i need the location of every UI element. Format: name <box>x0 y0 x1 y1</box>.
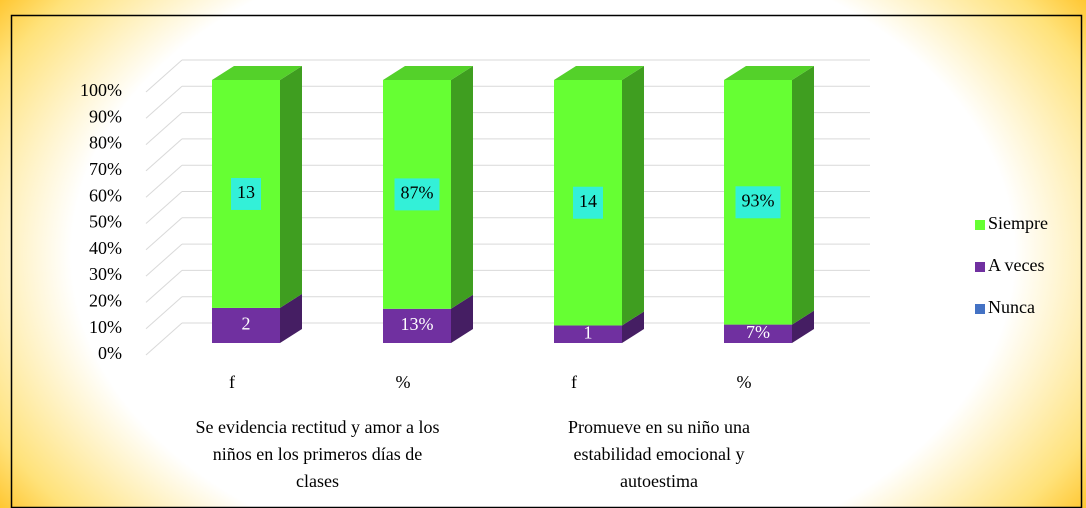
data-label: 1 <box>584 322 593 342</box>
legend-swatch <box>975 262 985 272</box>
bar-side <box>792 310 814 343</box>
y-tick-label: 90% <box>89 106 122 126</box>
y-tick-label: 100% <box>80 80 122 100</box>
bar-side <box>451 294 473 343</box>
bar-segment <box>554 325 622 343</box>
legend-label: A veces <box>988 255 1044 275</box>
y-tick-label: 20% <box>89 291 122 311</box>
grid-line-floor <box>145 243 183 277</box>
group-label: Se evidencia rectitud y amor a los <box>196 417 440 437</box>
data-label-box <box>394 178 440 211</box>
y-tick-label: 30% <box>89 264 122 284</box>
group-label: estabilidad emocional y <box>574 444 745 464</box>
data-label: 87% <box>401 183 434 203</box>
bar-side <box>280 293 302 343</box>
data-label: 93% <box>742 190 775 210</box>
bar-side <box>622 66 644 326</box>
y-tick-label: 50% <box>89 212 122 232</box>
legend-label: Nunca <box>988 297 1035 317</box>
data-label: 2 <box>242 314 251 334</box>
bar-segment <box>212 307 280 343</box>
data-label: 14 <box>579 191 597 211</box>
y-tick-label: 70% <box>89 159 122 179</box>
grid-line-floor <box>145 270 183 303</box>
y-tick-label: 0% <box>98 343 122 363</box>
y-tick-label: 10% <box>89 317 122 337</box>
grid-line-floor <box>145 322 183 356</box>
group-label: autoestima <box>620 471 698 491</box>
group-label: niños en los primeros días de <box>213 444 422 464</box>
y-tick-label: 80% <box>89 133 122 153</box>
bar-segment <box>383 308 451 343</box>
grid-line-floor <box>145 164 183 198</box>
bar-top <box>212 66 302 80</box>
bar-segment <box>724 324 792 343</box>
grid-line-floor <box>145 59 183 93</box>
data-label: 13% <box>401 314 434 334</box>
x-tick-label: f <box>229 372 235 392</box>
legend-label: Siempre <box>988 213 1048 233</box>
bar-top <box>383 66 473 80</box>
grid-line-floor <box>145 85 183 119</box>
y-tick-label: 40% <box>89 238 122 258</box>
data-label-box <box>573 186 603 219</box>
x-tick-label: % <box>737 372 752 392</box>
bar-side <box>622 311 644 343</box>
group-label: clases <box>296 471 339 491</box>
bar-top <box>554 66 644 80</box>
bar-side <box>280 66 302 308</box>
chart-border <box>10 14 1083 508</box>
x-tick-label: % <box>396 372 411 392</box>
legend-swatch <box>975 304 985 314</box>
data-label: 7% <box>746 322 770 342</box>
data-label-box <box>735 186 781 219</box>
bar-side <box>451 66 473 309</box>
legend-swatch <box>975 220 985 230</box>
group-label: Promueve en su niño una <box>568 417 750 437</box>
grid-line-floor <box>145 217 183 251</box>
x-tick-label: f <box>571 372 577 392</box>
data-label: 13 <box>237 182 255 202</box>
y-tick-label: 60% <box>89 185 122 205</box>
data-label-box <box>231 177 261 210</box>
grid-line-floor <box>145 112 183 145</box>
bar-side <box>792 66 814 325</box>
grid-line-floor <box>145 138 183 172</box>
bar-top <box>724 66 814 80</box>
grid-line-floor <box>145 191 183 224</box>
grid-line-floor <box>145 296 183 330</box>
